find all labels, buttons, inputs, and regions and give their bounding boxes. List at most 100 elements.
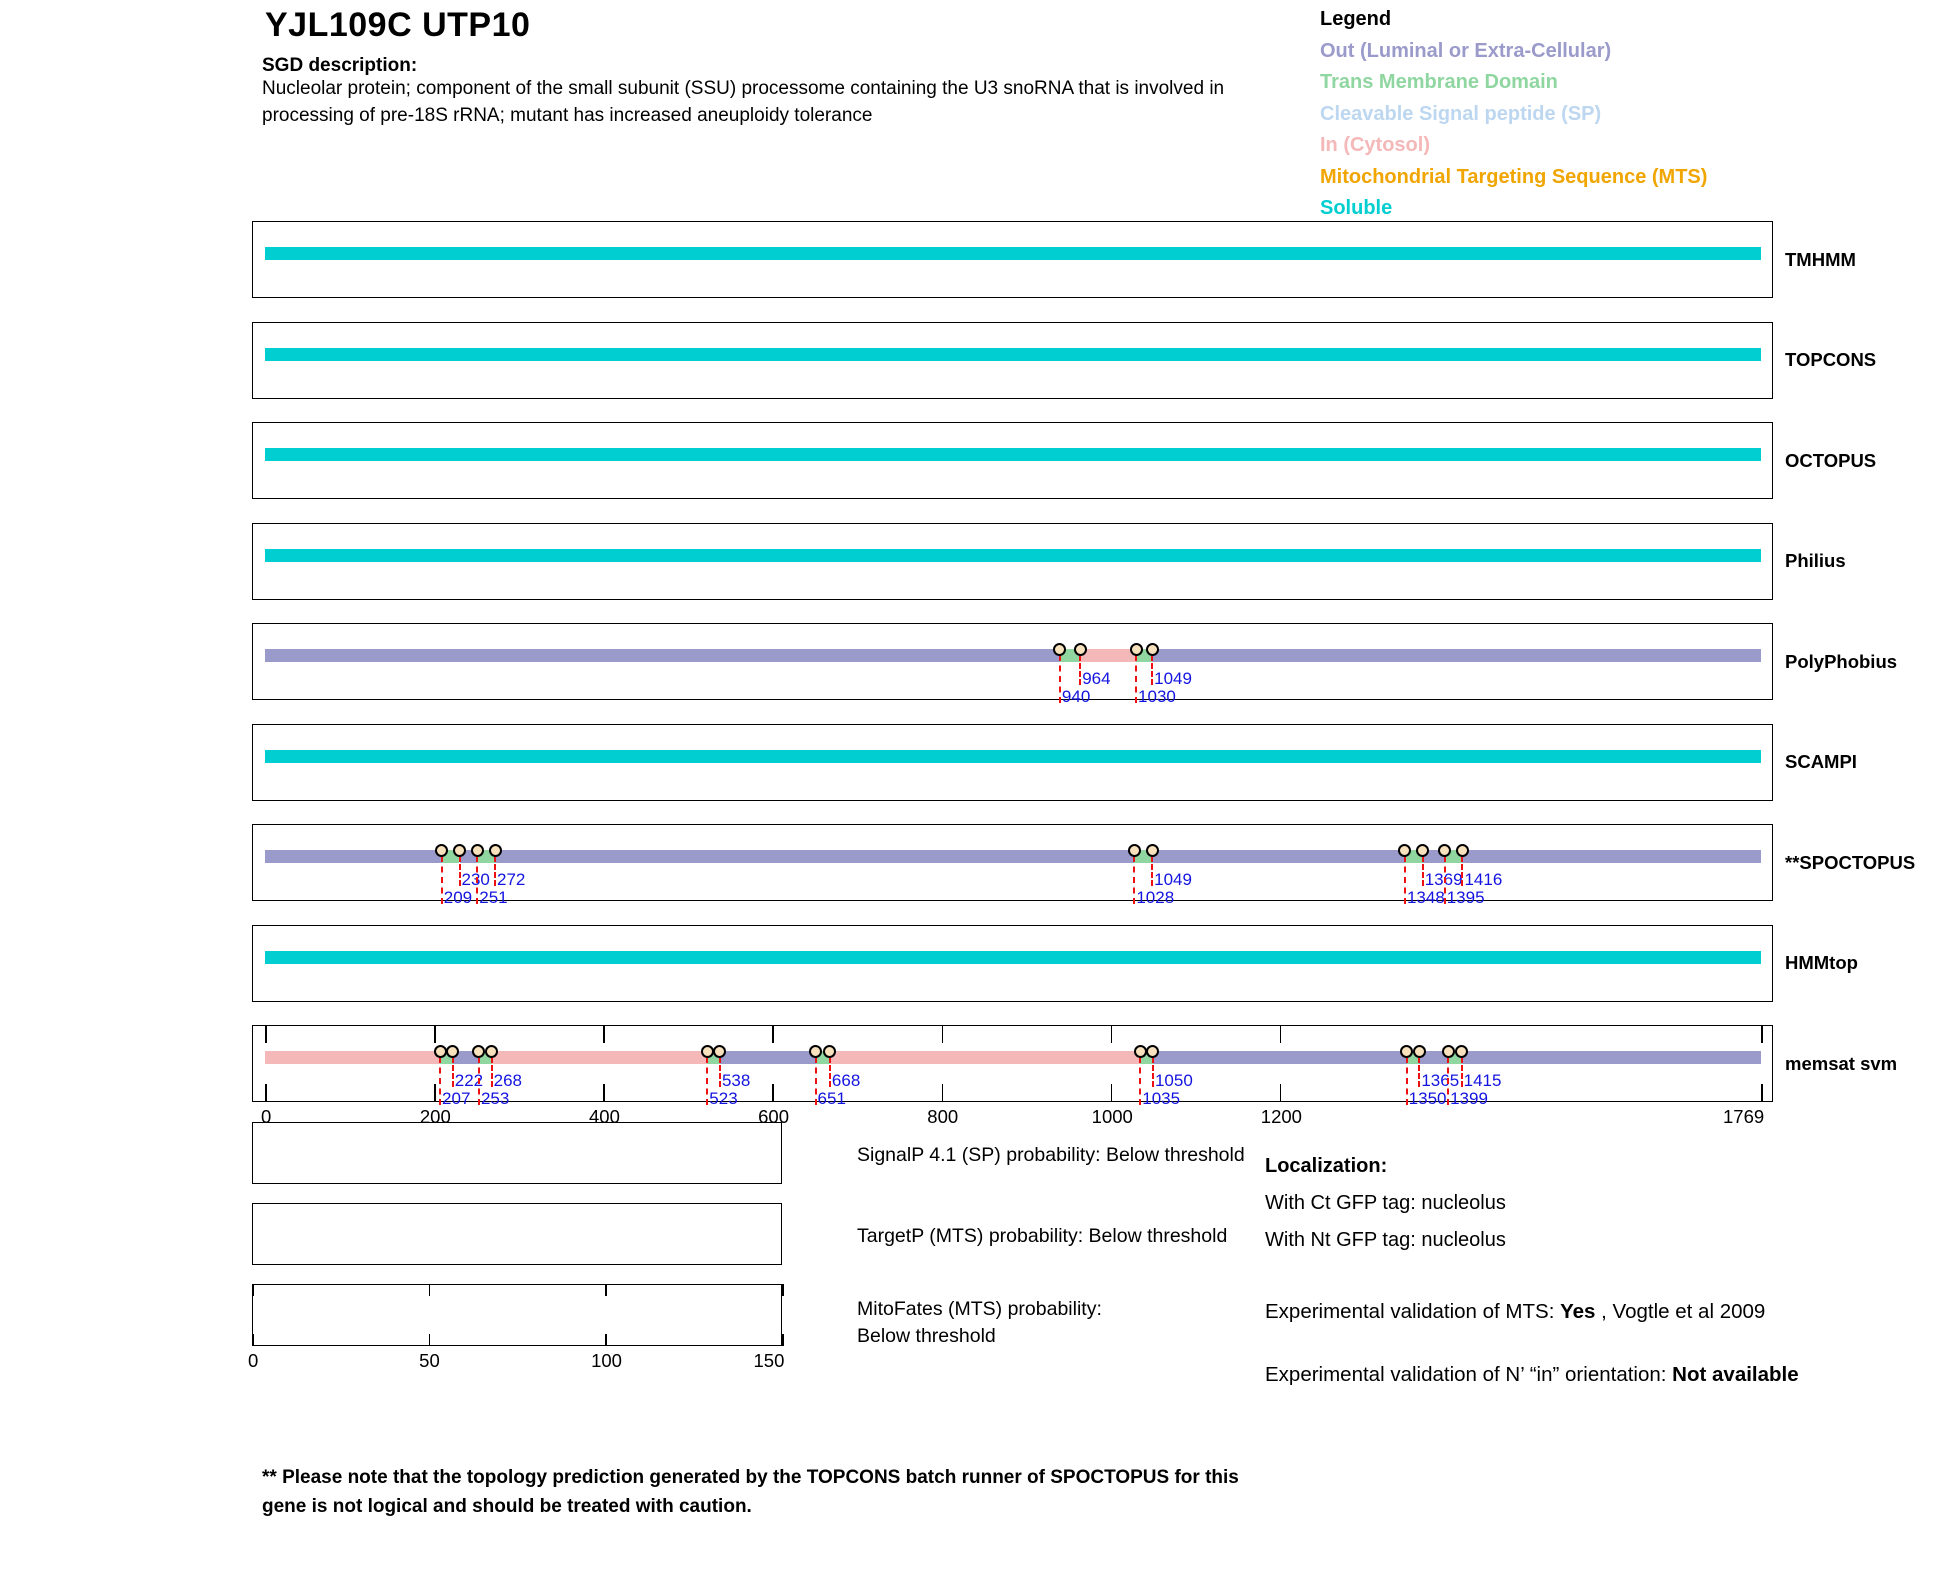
axis-label: 200 xyxy=(419,1106,451,1127)
marker-line xyxy=(1079,655,1082,685)
marker-line xyxy=(1460,1057,1463,1087)
segment-out xyxy=(452,1051,479,1064)
probability-panel-label-1: TargetP (MTS) probability: Below thresho… xyxy=(857,1225,1228,1247)
marker-line xyxy=(718,1057,721,1087)
marker-line xyxy=(1447,1057,1450,1105)
marker-line xyxy=(1151,856,1154,886)
axis-tick xyxy=(1110,1025,1113,1043)
axis-tick xyxy=(265,1084,267,1102)
legend-title: Legend xyxy=(1320,8,1392,30)
marker-dot xyxy=(1398,844,1412,857)
segment-in xyxy=(829,1051,1141,1064)
axis-tick xyxy=(1761,1084,1763,1102)
probability-axis-tick xyxy=(782,1334,784,1346)
marker-label: 1395 xyxy=(1446,888,1485,907)
marker-label: 1049 xyxy=(1154,669,1192,688)
track-label: memsat svm xyxy=(1785,1052,1898,1074)
marker-label: 268 xyxy=(493,1071,523,1090)
track-label: SCAMPI xyxy=(1785,751,1857,772)
probability-panel-label-0: SignalP 4.1 (SP) probability: Below thre… xyxy=(857,1144,1245,1166)
segment-out xyxy=(1462,850,1761,863)
marker-line xyxy=(490,1057,493,1087)
segment-out xyxy=(1152,1051,1407,1064)
marker-label: 1416 xyxy=(1464,870,1503,889)
marker-dot xyxy=(1145,844,1159,857)
marker-dot xyxy=(1053,643,1067,656)
segment-out xyxy=(265,649,1060,662)
marker-line xyxy=(1418,1057,1421,1087)
localization-nt-tag: With Nt GFP tag: nucleolus xyxy=(1265,1229,1506,1251)
track-label: TOPCONS xyxy=(1785,349,1877,370)
track-label: **SPOCTOPUS xyxy=(1785,851,1916,873)
marker-label: 272 xyxy=(497,870,526,889)
segment-in xyxy=(1080,649,1137,662)
track-label: Philius xyxy=(1785,550,1846,571)
marker-line xyxy=(1403,856,1406,904)
marker-line xyxy=(1135,655,1138,703)
axis-tick xyxy=(1761,1025,1763,1043)
axis-label: 0 xyxy=(261,1106,272,1127)
marker-line xyxy=(706,1057,709,1105)
segment-out xyxy=(1419,1051,1449,1064)
segment-out xyxy=(1152,850,1405,863)
marker-label: 1365 xyxy=(1421,1071,1460,1090)
marker-dot xyxy=(446,1045,460,1058)
marker-dot xyxy=(1416,844,1430,857)
localization-title: Localization: xyxy=(1265,1155,1388,1177)
marker-line xyxy=(1421,856,1424,886)
marker-dot xyxy=(1129,643,1143,656)
axis-tick xyxy=(941,1084,944,1102)
segment-soluble xyxy=(265,347,1761,361)
segment-out xyxy=(1461,1051,1761,1064)
probability-axis-label: 50 xyxy=(419,1350,440,1371)
segment-soluble xyxy=(265,247,1761,260)
marker-dot xyxy=(1412,1045,1426,1058)
segment-soluble xyxy=(265,548,1761,562)
marker-label: 940 xyxy=(1061,687,1091,706)
marker-label: 1415 xyxy=(1463,1071,1502,1090)
probability-axis-label: 100 xyxy=(591,1350,622,1371)
marker-dot xyxy=(470,844,484,857)
legend-item-0: Out (Luminal or Extra-Cellular) xyxy=(1320,39,1612,62)
marker-dot xyxy=(823,1045,837,1058)
marker-label: 1035 xyxy=(1142,1089,1181,1108)
legend-item-5: Soluble xyxy=(1320,197,1393,219)
marker-line xyxy=(477,1057,480,1105)
probability-axis-label: 150 xyxy=(753,1350,785,1371)
track-label: TMHMM xyxy=(1785,248,1856,270)
axis-tick xyxy=(941,1025,944,1043)
marker-line xyxy=(1058,655,1061,703)
legend-item-4: Mitochondrial Targeting Sequence (MTS) xyxy=(1320,165,1708,188)
marker-line xyxy=(1443,856,1446,904)
probability-panel-1 xyxy=(252,1203,782,1265)
axis-label: 1769 xyxy=(1723,1106,1765,1127)
marker-label: 222 xyxy=(454,1071,484,1090)
legend-item-1: Trans Membrane Domain xyxy=(1320,71,1558,93)
probability-axis-tick xyxy=(428,1284,431,1296)
segment-soluble xyxy=(265,749,1761,763)
marker-line xyxy=(1151,655,1154,685)
marker-label: 253 xyxy=(480,1089,510,1108)
marker-dot xyxy=(713,1045,727,1058)
probability-axis-tick xyxy=(782,1284,784,1296)
marker-label: 1028 xyxy=(1136,888,1175,907)
track-label: HMMtop xyxy=(1785,952,1858,973)
orientation-validation: Experimental validation of N’ “in” orien… xyxy=(1265,1360,1865,1390)
marker-line xyxy=(494,856,497,886)
marker-label: 1369 xyxy=(1424,870,1463,889)
marker-label: 964 xyxy=(1082,669,1111,688)
marker-line xyxy=(440,856,443,904)
mts-validation: Experimental validation of MTS: Yes , Vo… xyxy=(1265,1300,1765,1324)
probability-axis-tick xyxy=(428,1334,431,1346)
probability-axis-tick xyxy=(605,1284,607,1296)
mts-validation-prefix: Experimental validation of MTS: xyxy=(1265,1300,1561,1323)
marker-dot xyxy=(1146,1045,1160,1058)
axis-label: 1000 xyxy=(1091,1106,1133,1127)
marker-dot xyxy=(453,844,466,857)
marker-label: 1350 xyxy=(1408,1089,1447,1108)
marker-dot xyxy=(488,844,502,857)
segment-out xyxy=(265,850,442,863)
marker-dot xyxy=(472,1045,486,1058)
marker-dot xyxy=(1400,1045,1414,1058)
marker-label: 668 xyxy=(831,1071,861,1090)
